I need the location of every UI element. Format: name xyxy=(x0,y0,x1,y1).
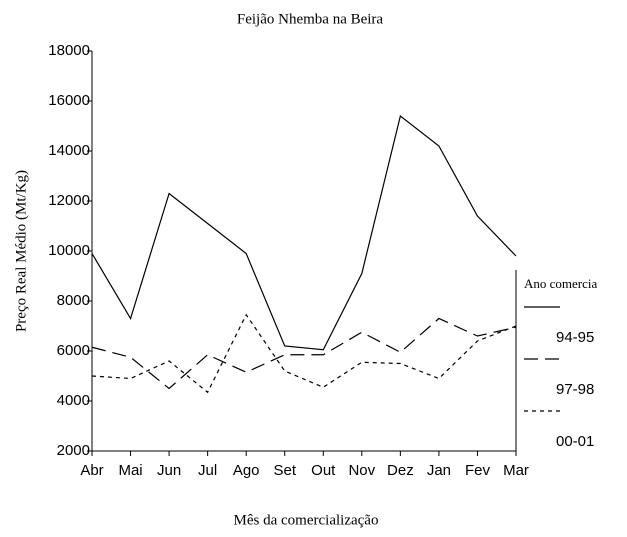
legend-label: 00-01 xyxy=(556,433,594,450)
y-tick-label: 12000 xyxy=(48,192,90,209)
x-axis-label: Mês da comercialização xyxy=(234,512,379,528)
legend-title: Ano comercia xyxy=(524,276,598,291)
chart-title: Feijão Nhemba na Beira xyxy=(237,11,384,27)
x-tick-label: Set xyxy=(273,462,296,479)
x-tick-label: Mai xyxy=(118,462,142,479)
x-tick-label: Fev xyxy=(465,462,491,479)
y-tick-label: 8000 xyxy=(57,292,90,309)
x-tick-label: Abr xyxy=(80,462,103,479)
y-tick-label: 18000 xyxy=(48,42,90,59)
y-tick-label: 10000 xyxy=(48,242,90,259)
legend-label: 97-98 xyxy=(556,381,594,398)
x-tick-label: Jun xyxy=(157,462,181,479)
x-tick-label: Jul xyxy=(198,462,217,479)
y-axis-label: Preço Real Médio (Mt/Kg) xyxy=(13,170,29,332)
legend-label: 94-95 xyxy=(556,329,594,346)
x-tick-label: Ago xyxy=(233,462,260,479)
x-tick-label: Jan xyxy=(427,462,451,479)
y-tick-label: 4000 xyxy=(57,392,90,409)
y-tick-label: 14000 xyxy=(48,142,90,159)
y-tick-label: 16000 xyxy=(48,92,90,109)
line-series xyxy=(91,313,517,394)
line-series xyxy=(91,114,517,351)
y-tick-label: 2000 xyxy=(57,442,90,459)
line-series xyxy=(91,317,517,390)
x-tick-label: Nov xyxy=(348,462,375,479)
y-tick-label: 6000 xyxy=(57,342,90,359)
x-tick-label: Dez xyxy=(387,462,414,479)
x-tick-label: Mar xyxy=(503,462,529,479)
x-tick-label: Out xyxy=(311,462,336,479)
